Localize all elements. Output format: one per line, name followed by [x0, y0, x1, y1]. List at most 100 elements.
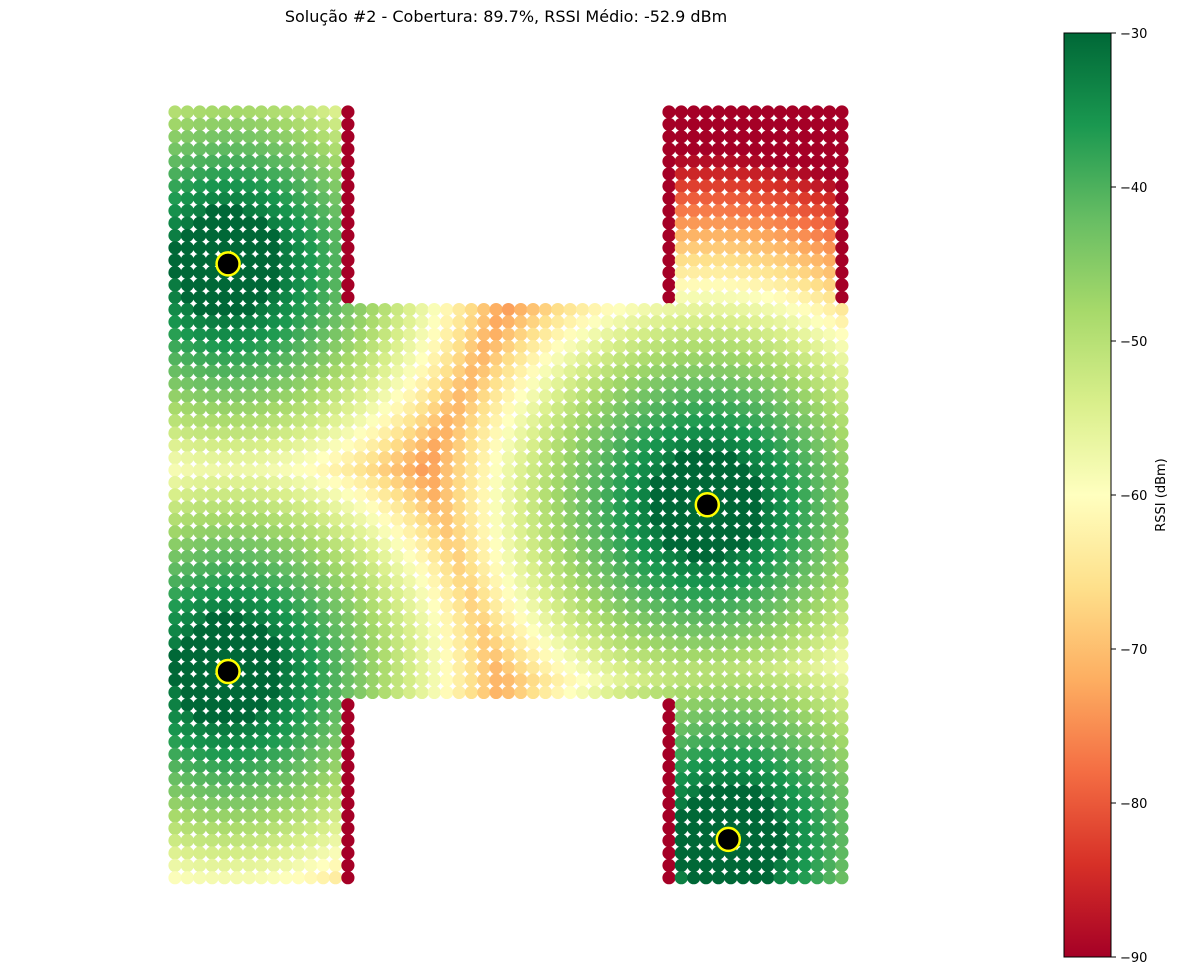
- coverage-point: [822, 142, 837, 156]
- coverage-point: [526, 488, 540, 502]
- coverage-point: [304, 525, 318, 539]
- coverage-point: [748, 525, 763, 539]
- coverage-point: [551, 550, 565, 564]
- coverage-point: [477, 426, 491, 440]
- coverage-point: [662, 438, 676, 452]
- coverage-point: [736, 290, 750, 304]
- coverage-point: [699, 599, 713, 613]
- coverage-point: [600, 401, 614, 415]
- coverage-point: [328, 130, 343, 144]
- coverage-point: [687, 537, 701, 551]
- coverage-point: [526, 303, 540, 317]
- coverage-point: [551, 500, 565, 514]
- coverage-point: [378, 537, 392, 551]
- coverage-point: [477, 438, 491, 452]
- coverage-point: [477, 525, 491, 539]
- coverage-point: [390, 352, 404, 366]
- coverage-point: [563, 315, 577, 329]
- coverage-point: [316, 154, 330, 168]
- coverage-point: [168, 512, 182, 527]
- coverage-point: [662, 167, 676, 181]
- coverage-point: [390, 611, 404, 625]
- coverage-point: [366, 352, 380, 366]
- coverage-point: [316, 587, 330, 601]
- coverage-point: [748, 105, 763, 119]
- coverage-point: [736, 130, 750, 144]
- coverage-point: [477, 327, 491, 341]
- coverage-point: [822, 426, 837, 440]
- coverage-point: [773, 204, 787, 218]
- coverage-point: [403, 451, 417, 465]
- coverage-point: [724, 228, 738, 243]
- coverage-point: [353, 475, 367, 490]
- coverage-point: [613, 525, 627, 539]
- coverage-point: [835, 191, 849, 205]
- coverage-point: [205, 303, 219, 317]
- coverage-point: [674, 537, 688, 551]
- coverage-point: [501, 525, 515, 539]
- coverage-point: [835, 278, 849, 292]
- coverage-point: [835, 587, 849, 601]
- coverage-point: [230, 599, 244, 613]
- coverage-point: [538, 426, 553, 440]
- coverage-point: [477, 303, 491, 317]
- coverage-point: [637, 574, 651, 588]
- coverage-point: [711, 377, 726, 391]
- coverage-point: [600, 327, 614, 341]
- coverage-point: [254, 179, 268, 193]
- coverage-point: [674, 488, 688, 502]
- coverage-point: [773, 253, 787, 267]
- coverage-point: [650, 611, 664, 625]
- coverage-point: [785, 327, 800, 341]
- coverage-point: [822, 290, 837, 304]
- coverage-point: [538, 451, 553, 465]
- coverage-point: [785, 142, 800, 156]
- coverage-point: [242, 278, 256, 292]
- coverage-point: [440, 550, 454, 564]
- coverage-point: [304, 179, 318, 193]
- coverage-point: [514, 463, 528, 477]
- coverage-point: [489, 463, 503, 477]
- coverage-point: [279, 290, 293, 304]
- coverage-point: [538, 500, 553, 514]
- coverage-point: [674, 142, 688, 156]
- coverage-point: [205, 500, 219, 514]
- coverage-point: [291, 340, 306, 354]
- coverage-point: [699, 401, 713, 415]
- coverage-point: [736, 265, 750, 280]
- coverage-point: [687, 463, 701, 477]
- coverage-point: [180, 451, 194, 465]
- coverage-point: [254, 611, 268, 625]
- coverage-point: [168, 340, 182, 354]
- coverage-point: [279, 265, 293, 280]
- coverage-point: [650, 414, 664, 428]
- coverage-point: [205, 611, 219, 625]
- coverage-point: [699, 303, 713, 317]
- coverage-point: [366, 340, 380, 354]
- coverage-point: [674, 438, 688, 452]
- coverage-point: [575, 414, 590, 428]
- coverage-point: [427, 451, 441, 465]
- coverage-point: [810, 463, 824, 477]
- coverage-point: [366, 451, 380, 465]
- coverage-point: [180, 130, 194, 144]
- coverage-point: [341, 142, 355, 156]
- coverage-point: [687, 179, 701, 193]
- coverage-point: [711, 105, 726, 119]
- coverage-point: [748, 191, 763, 205]
- coverage-point: [514, 488, 528, 502]
- coverage-point: [724, 327, 738, 341]
- coverage-point: [662, 142, 676, 156]
- coverage-point: [538, 512, 553, 527]
- coverage-point: [230, 574, 244, 588]
- coverage-point: [699, 525, 713, 539]
- coverage-point: [205, 315, 219, 329]
- coverage-point: [217, 278, 231, 292]
- coverage-point: [328, 191, 343, 205]
- coverage-point: [773, 550, 787, 564]
- coverage-point: [724, 105, 738, 119]
- coverage-point: [798, 167, 812, 181]
- coverage-point: [452, 525, 466, 539]
- coverage-point: [810, 204, 824, 218]
- coverage-point: [835, 438, 849, 452]
